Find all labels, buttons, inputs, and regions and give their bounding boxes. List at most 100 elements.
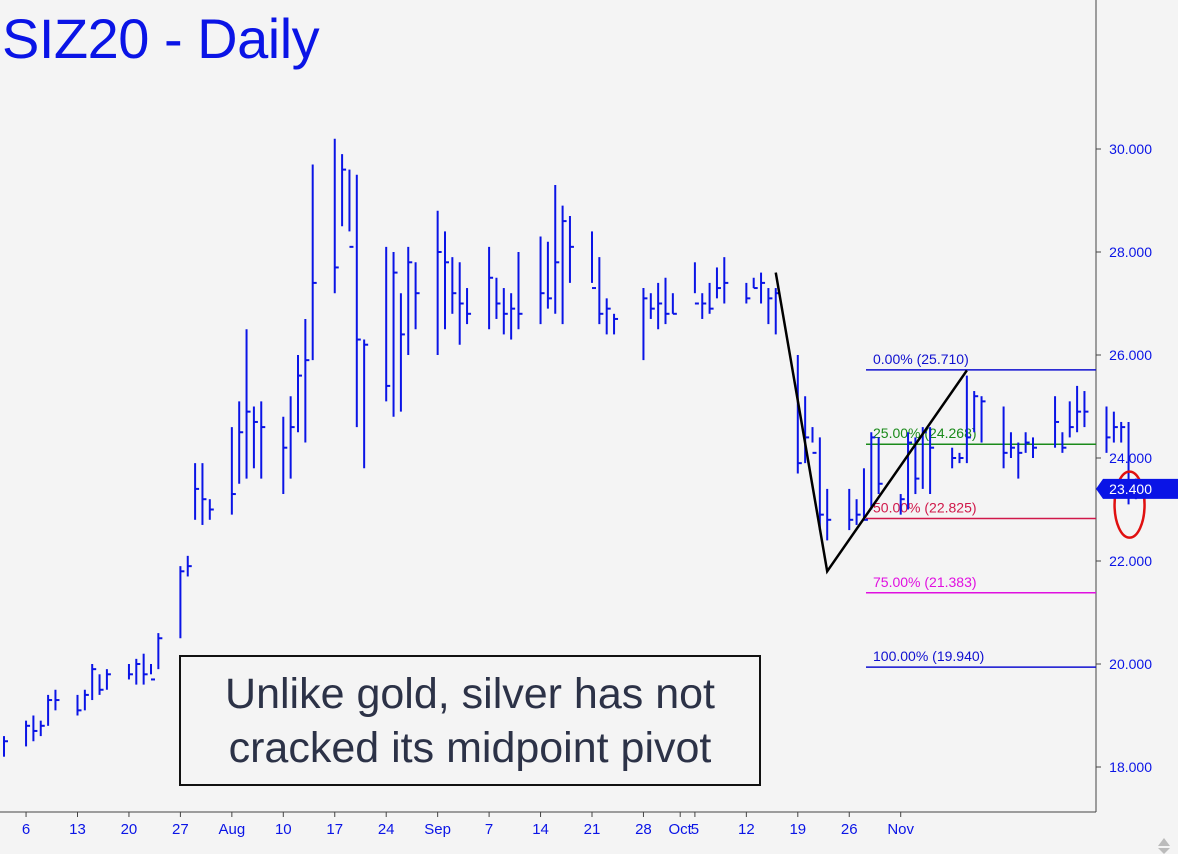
price-bar: [855, 499, 861, 525]
price-bar: [201, 463, 207, 525]
price-bar: [333, 138, 339, 294]
x-tick-label: 7: [485, 821, 493, 838]
price-bar: [348, 169, 354, 248]
price-bar: [502, 288, 508, 335]
price-bar: [1112, 411, 1118, 443]
price-bar: [363, 339, 369, 469]
price-bar: [488, 246, 494, 330]
price-bar: [1120, 421, 1126, 443]
price-bar: [245, 329, 251, 479]
price-bar: [1083, 391, 1089, 428]
last-price-label: 23.400: [1109, 481, 1152, 497]
price-bar: [252, 406, 258, 469]
price-bar: [297, 355, 302, 433]
price-bar: [613, 313, 619, 335]
price-bar: [546, 241, 552, 309]
y-tick-label: 20.000: [1109, 656, 1152, 672]
price-bar: [25, 720, 31, 747]
price-bar: [1054, 396, 1060, 448]
price-bar: [54, 689, 60, 711]
price-bar: [39, 720, 45, 737]
price-bar: [179, 566, 185, 639]
x-tick-label: 26: [841, 821, 858, 838]
x-tick-label: 5: [691, 821, 699, 838]
annotation-box: Unlike gold, silver has not cracked its …: [179, 655, 761, 786]
price-bar: [649, 293, 655, 319]
price-bar: [208, 499, 214, 520]
price-bar: [355, 174, 361, 428]
x-tick-label: 19: [789, 821, 806, 838]
x-tick-label: 28: [635, 821, 652, 838]
price-bar: [436, 210, 442, 355]
price-bar: [1076, 385, 1082, 433]
y-tick-label: 28.000: [1109, 244, 1152, 260]
x-tick-label: 24: [378, 821, 395, 838]
price-bar: [311, 164, 317, 361]
price-bar: [150, 664, 155, 681]
price-bar: [444, 231, 449, 330]
price-bar: [951, 447, 957, 469]
annotation-line-1: Unlike gold, silver has not: [225, 670, 715, 718]
fib-level-label: 0.00% (25.710): [873, 351, 969, 367]
price-bar: [973, 391, 979, 433]
price-bar: [796, 355, 802, 474]
price-bar: [230, 427, 236, 515]
price-bar: [657, 282, 663, 330]
price-bar: [341, 154, 347, 227]
price-bar: [32, 715, 38, 742]
fib-level-label: 100.00% (19.940): [873, 648, 984, 664]
price-bar: [914, 437, 920, 495]
swing-line: [774, 272, 968, 575]
price-bar: [1068, 401, 1074, 438]
price-bar: [1017, 442, 1023, 479]
price-bar: [745, 282, 751, 304]
fib-level-label: 75.00% (21.383): [873, 574, 977, 590]
price-bar: [304, 318, 310, 443]
price-bar: [194, 463, 200, 520]
price-bar: [767, 288, 773, 325]
price-bar: [818, 437, 824, 531]
price-bar: [142, 653, 148, 685]
price-bar: [848, 488, 854, 531]
x-tick-label: 12: [738, 821, 755, 838]
price-bar: [907, 432, 913, 510]
price-bar: [47, 694, 53, 726]
y-tick-label: 26.000: [1109, 347, 1152, 363]
price-bar: [929, 427, 935, 495]
price-bar: [98, 674, 104, 695]
scroll-down-arrow-icon: [1158, 848, 1170, 854]
price-bar: [135, 658, 141, 685]
price-bar: [1024, 432, 1030, 453]
price-bar: [392, 252, 398, 417]
price-bar: [671, 293, 677, 315]
highlight-circle: [1113, 470, 1146, 539]
x-tick-label: 27: [172, 821, 189, 838]
x-tick-label: Oct: [669, 821, 693, 838]
y-tick-label: 22.000: [1109, 553, 1152, 569]
price-bar: [965, 375, 971, 464]
price-bar: [826, 488, 832, 541]
y-tick-label: 30.000: [1109, 141, 1152, 157]
price-bar: [760, 272, 766, 304]
price-bar: [466, 288, 472, 325]
price-bar: [414, 262, 420, 330]
x-tick-label: 6: [22, 821, 30, 838]
y-tick-label: 24.000: [1109, 450, 1152, 466]
price-bar: [811, 427, 817, 454]
price-bar: [642, 288, 648, 361]
price-bar: [238, 401, 244, 484]
price-bar: [1105, 406, 1111, 453]
price-bar: [862, 468, 868, 521]
price-bar: [76, 694, 82, 716]
scroll-up-arrow-icon: [1158, 838, 1170, 846]
price-bar: [723, 257, 729, 304]
price-bar: [3, 736, 8, 757]
price-bar: [157, 633, 163, 670]
price-bar: [598, 257, 604, 325]
price-bar: [554, 185, 560, 314]
price-bar: [495, 277, 501, 319]
price-bar: [458, 262, 464, 345]
x-tick-label: 21: [584, 821, 601, 838]
